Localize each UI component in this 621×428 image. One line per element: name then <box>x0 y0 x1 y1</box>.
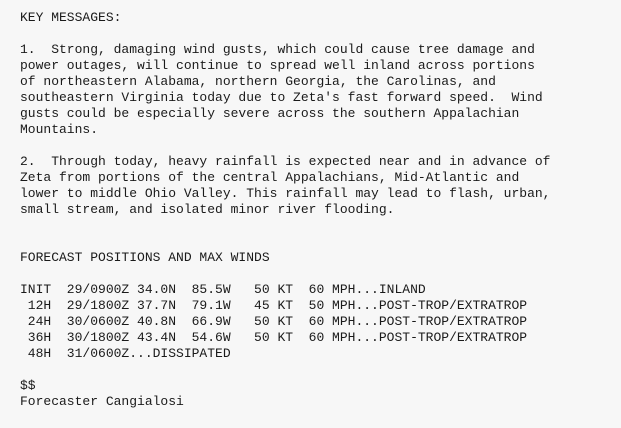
forecaster-signature: Forecaster Cangialosi <box>20 394 184 409</box>
forecast-positions-heading: FORECAST POSITIONS AND MAX WINDS <box>20 250 270 265</box>
forecast-row-24h: 24H 30/0600Z 40.8N 66.9W 50 KT 60 MPH...… <box>20 314 528 329</box>
forecast-row-36h: 36H 30/1800Z 43.4N 54.6W 50 KT 60 MPH...… <box>20 330 528 345</box>
key-message-1: 1. Strong, damaging wind gusts, which co… <box>20 42 543 137</box>
footer-delimiter: $$ <box>20 378 36 393</box>
forecast-row-12h: 12H 29/1800Z 37.7N 79.1W 45 KT 50 MPH...… <box>20 298 528 313</box>
key-messages-heading: KEY MESSAGES: <box>20 10 122 25</box>
forecast-row-init: INIT 29/0900Z 34.0N 85.5W 50 KT 60 MPH..… <box>20 282 426 297</box>
forecast-row-48h: 48H 31/0600Z...DISSIPATED <box>20 346 231 361</box>
key-message-2: 2. Through today, heavy rainfall is expe… <box>20 154 551 217</box>
forecast-table: INIT 29/0900Z 34.0N 85.5W 50 KT 60 MPH..… <box>20 282 609 362</box>
